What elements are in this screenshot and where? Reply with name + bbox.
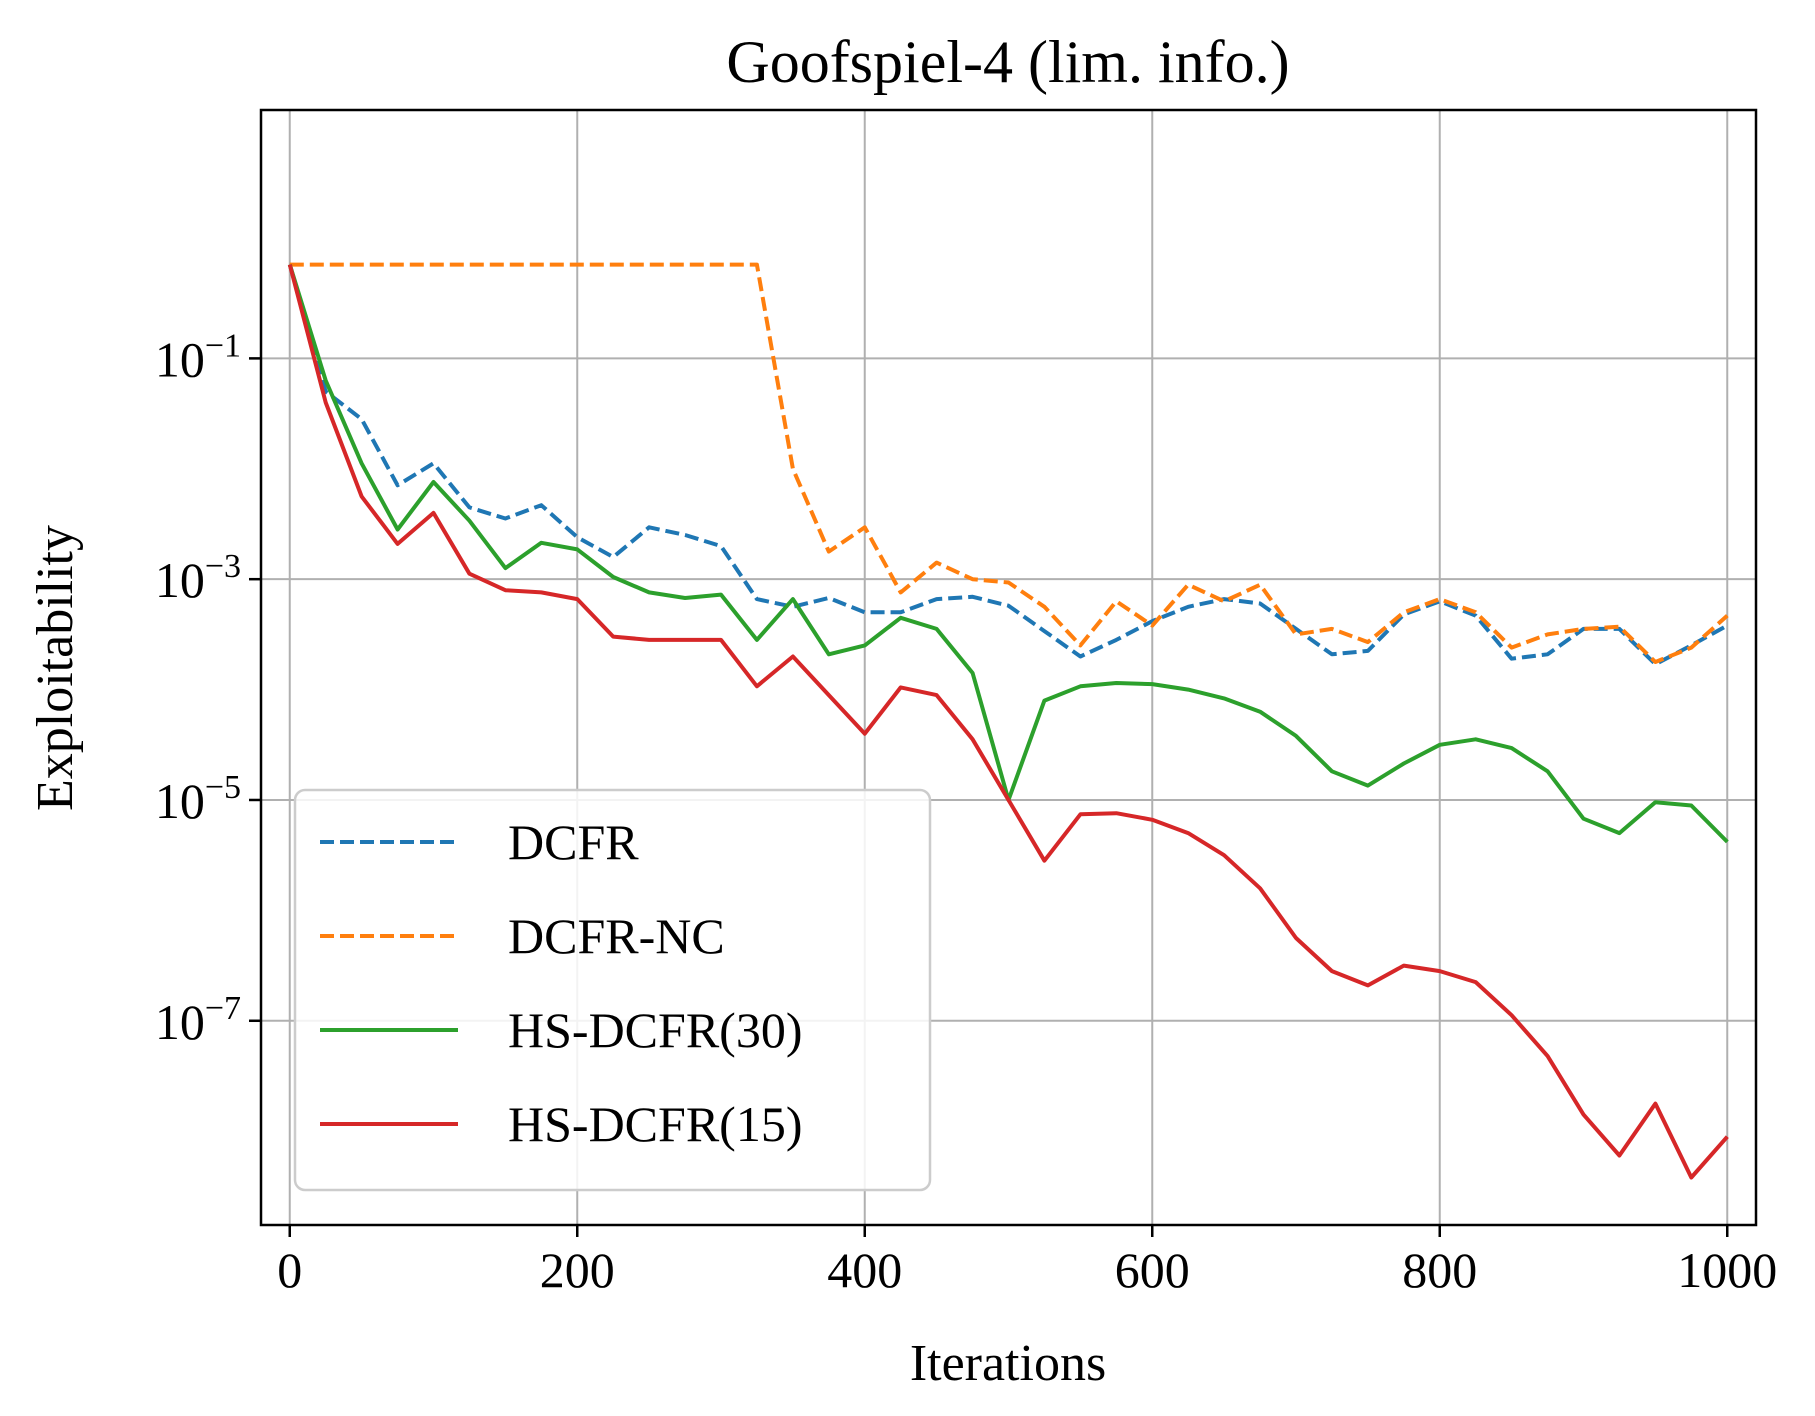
y-tick-exponent: −7 [205,990,241,1027]
x-tick-label: 800 [1402,1242,1477,1298]
legend-entry-label: DCFR-NC [508,908,725,964]
chart-title: Goofspiel-4 (lim. info.) [726,29,1289,95]
x-axis: 0 200 400 600 800 1000 [277,1225,1777,1298]
x-axis-label: Iterations [910,1335,1106,1392]
legend-entry-label: HS-DCFR(15) [508,1096,802,1152]
y-tick-label: 10−5 [155,769,241,829]
y-tick-exponent: −5 [205,769,241,806]
legend-box [293,788,932,1192]
x-tick-label: 0 [277,1242,302,1298]
y-tick-exponent: −1 [205,327,241,364]
y-tick-label: 10−7 [155,990,241,1050]
y-tick-label: 10−1 [155,327,241,387]
series-line-hs-dcfr-15 [287,264,1729,1180]
series-line-dcfr-nc [289,262,1729,664]
legend-entry-label: HS-DCFR(30) [508,1002,802,1058]
y-tick-base: 10 [155,331,205,387]
x-tick-label: 400 [827,1242,902,1298]
x-tick-label: 200 [540,1242,615,1298]
y-tick-base: 10 [155,994,205,1050]
series-layer [287,262,1729,1180]
y-tick-exponent: −3 [205,548,241,585]
y-tick-base: 10 [155,773,205,829]
series-line-dcfr [287,264,1729,667]
legend-entry-label: DCFR [508,814,639,870]
y-tick-label: 10−3 [155,548,241,608]
x-tick-label: 1000 [1677,1242,1777,1298]
plot-frame [259,108,1758,1227]
y-tick-base: 10 [155,552,205,608]
x-tick-label: 600 [1115,1242,1190,1298]
legend: DCFR DCFR-NC HS-DCFR(30) HS-DCFR(15) [293,788,932,1192]
y-axis: 10−110−310−510−7 [155,327,261,1050]
y-axis-label: Exploitability [27,525,84,811]
